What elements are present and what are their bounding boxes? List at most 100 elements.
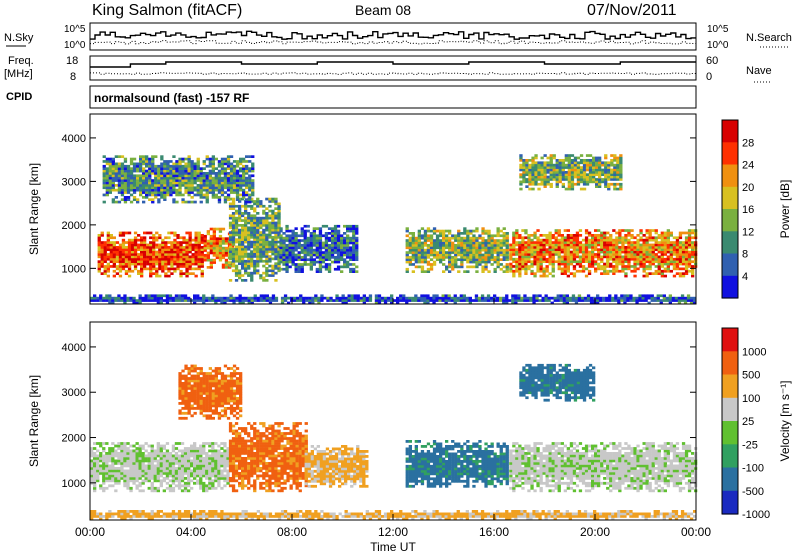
data-cell: [285, 256, 289, 259]
data-cell: [118, 234, 123, 237]
data-cell: [245, 172, 249, 175]
data-cell: [475, 248, 479, 252]
data-cell: [511, 299, 515, 302]
data-cell: [139, 181, 143, 185]
data-cell: [499, 253, 503, 257]
data-cell: [633, 260, 637, 263]
data-cell: [158, 260, 162, 263]
data-cell: [487, 236, 491, 240]
data-cell: [248, 160, 252, 163]
data-cell: [336, 234, 341, 238]
data-cell: [616, 159, 620, 162]
data-cell: [114, 174, 118, 178]
data-cell: [238, 207, 242, 210]
data-cell: [665, 296, 669, 300]
data-cell: [519, 187, 523, 191]
data-cell: [217, 188, 222, 192]
data-cell: [548, 236, 552, 240]
data-cell: [675, 243, 680, 247]
data-cell: [117, 162, 122, 166]
data-cell: [126, 172, 131, 175]
data-cell: [197, 257, 201, 261]
data-cell: [226, 299, 230, 302]
data-cell: [609, 253, 613, 256]
data-cell: [153, 449, 157, 453]
data-cell: [687, 241, 692, 244]
data-cell: [291, 229, 295, 233]
data-cell: [564, 156, 568, 160]
data-cell: [561, 182, 565, 186]
data-cell: [349, 227, 353, 230]
data-cell: [175, 176, 179, 180]
data-cell: [517, 294, 521, 298]
data-cell: [151, 179, 155, 182]
data-cell: [149, 241, 153, 244]
data-cell: [176, 257, 180, 261]
data-cell: [405, 253, 409, 257]
data-cell: [642, 250, 646, 254]
data-cell: [533, 255, 537, 259]
data-cell: [678, 234, 683, 237]
data-cell: [584, 250, 589, 254]
data-cell: [432, 244, 437, 247]
data-cell: [256, 238, 260, 241]
data-cell: [572, 255, 577, 259]
data-cell: [117, 155, 122, 158]
data-cell: [429, 236, 434, 240]
data-cell: [103, 265, 107, 268]
data-cell: [205, 179, 209, 182]
data-cell: [217, 160, 222, 163]
data-cell: [445, 256, 449, 259]
data-cell: [294, 227, 298, 230]
data-cell: [435, 244, 440, 247]
data-cell: [155, 231, 159, 235]
data-cell: [259, 226, 263, 230]
data-cell: [566, 229, 570, 232]
data-cell: [561, 175, 565, 179]
data-cell: [294, 258, 298, 261]
data-cell: [136, 169, 140, 173]
data-cell: [588, 173, 593, 176]
data-cell: [445, 236, 449, 240]
data-cell: [148, 164, 152, 168]
data-cell: [557, 262, 561, 266]
data-cell: [527, 250, 531, 254]
data-cell: [575, 246, 580, 249]
data-cell: [163, 162, 167, 166]
data-cell: [202, 294, 206, 298]
data-cell: [151, 186, 155, 190]
data-cell: [645, 231, 649, 235]
data-cell: [524, 253, 528, 256]
data-cell: [247, 204, 251, 208]
data-cell: [279, 229, 283, 233]
data-cell: [469, 241, 473, 245]
data-cell: [93, 447, 97, 450]
data-cell: [197, 248, 201, 251]
data-cell: [123, 444, 127, 448]
data-cell: [629, 296, 633, 300]
data-cell: [663, 253, 667, 256]
data-cell: [588, 171, 593, 174]
data-cell: [445, 267, 449, 271]
data-cell: [303, 253, 307, 257]
data-cell: [111, 188, 115, 192]
data-cell: [582, 187, 587, 191]
data-cell: [572, 267, 577, 271]
data-cell: [142, 188, 146, 192]
data-cell: [139, 184, 143, 187]
data-cell: [256, 299, 260, 302]
data-cell: [569, 255, 574, 259]
data-cell: [572, 238, 577, 242]
data-cell: [220, 186, 225, 190]
data-cell: [615, 253, 619, 256]
data-cell: [241, 299, 245, 302]
data-cell: [678, 236, 683, 240]
data-cell: [239, 157, 243, 161]
data-cell: [114, 179, 118, 182]
data-cell: [320, 299, 324, 302]
data-cell: [548, 262, 552, 266]
data-cell: [293, 299, 297, 302]
data-cell: [555, 171, 559, 174]
data-cell: [442, 253, 446, 257]
data-cell: [346, 263, 350, 266]
